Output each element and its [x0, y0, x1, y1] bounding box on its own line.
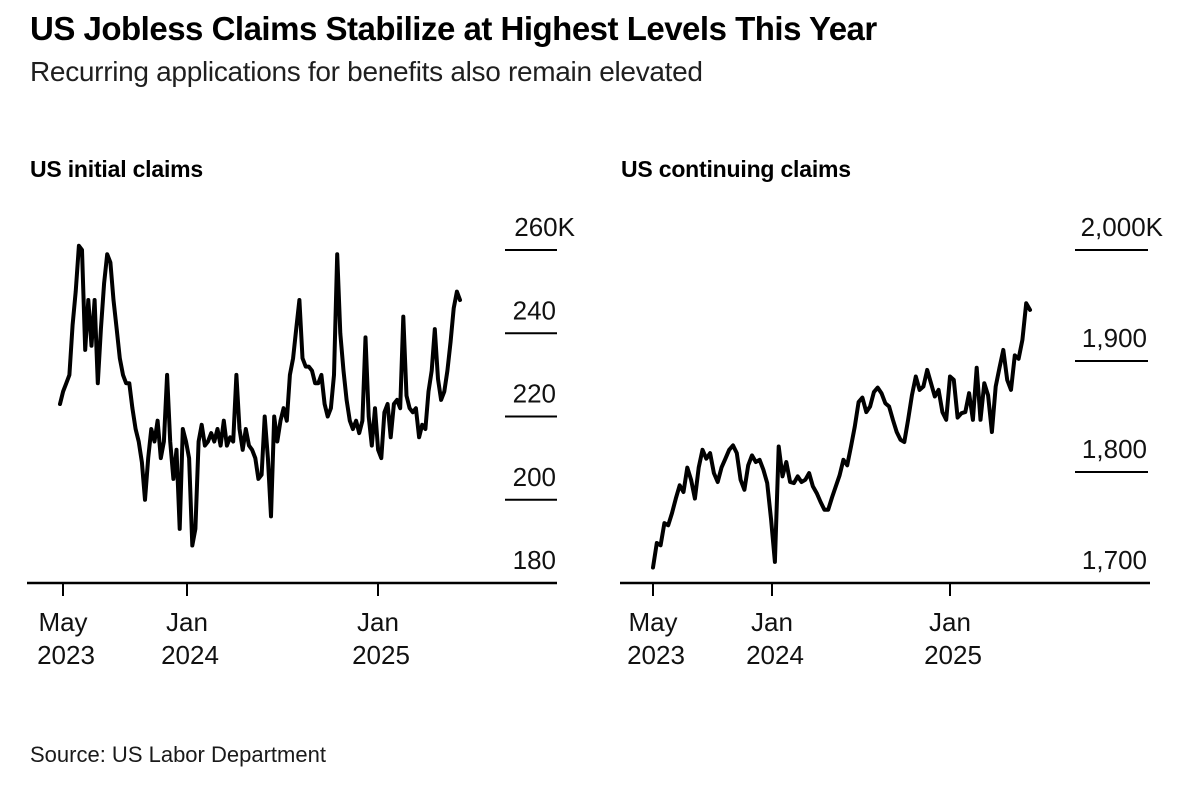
x-tick-label-year: 2023 [37, 640, 95, 670]
y-tick-label: 1,700 [1082, 545, 1147, 575]
x-tick-label-year: 2024 [746, 640, 804, 670]
x-tick-label-month: May [628, 607, 677, 637]
x-tick-label-month: Jan [357, 607, 399, 637]
chart-title-continuing-claims: US continuing claims [621, 156, 851, 182]
data-line-continuing-claims [651, 301, 1032, 570]
page-subtitle: Recurring applications for benefits also… [30, 55, 703, 87]
y-tick-label: 260K [514, 212, 575, 242]
x-tick-label-year: 2025 [924, 640, 982, 670]
y-tick-label: 1,800 [1082, 434, 1147, 464]
y-tick-label: 240 [513, 295, 556, 325]
source-note: Source: US Labor Department [30, 742, 326, 767]
x-tick-label-month: Jan [166, 607, 208, 637]
x-tick-label-month: May [38, 607, 87, 637]
y-tick-label: 180 [513, 545, 556, 575]
x-tick-label-month: Jan [751, 607, 793, 637]
page-title: US Jobless Claims Stabilize at Highest L… [30, 10, 877, 47]
x-tick-label-month: Jan [929, 607, 971, 637]
chart-continuing-claims: May2023Jan2024Jan20252,000K1,9001,8001,7… [620, 212, 1164, 670]
x-tick-label-year: 2025 [352, 640, 410, 670]
data-line-initial-claims [58, 243, 462, 548]
x-tick-label-year: 2023 [627, 640, 685, 670]
chart-title-initial-claims: US initial claims [30, 156, 203, 182]
y-tick-label: 1,900 [1082, 323, 1147, 353]
header: US Jobless Claims Stabilize at Highest L… [30, 10, 1170, 88]
y-tick-label: 200 [513, 462, 556, 492]
y-tick-label: 220 [513, 379, 556, 409]
x-tick-label-year: 2024 [161, 640, 219, 670]
y-tick-label: 2,000K [1081, 212, 1164, 242]
